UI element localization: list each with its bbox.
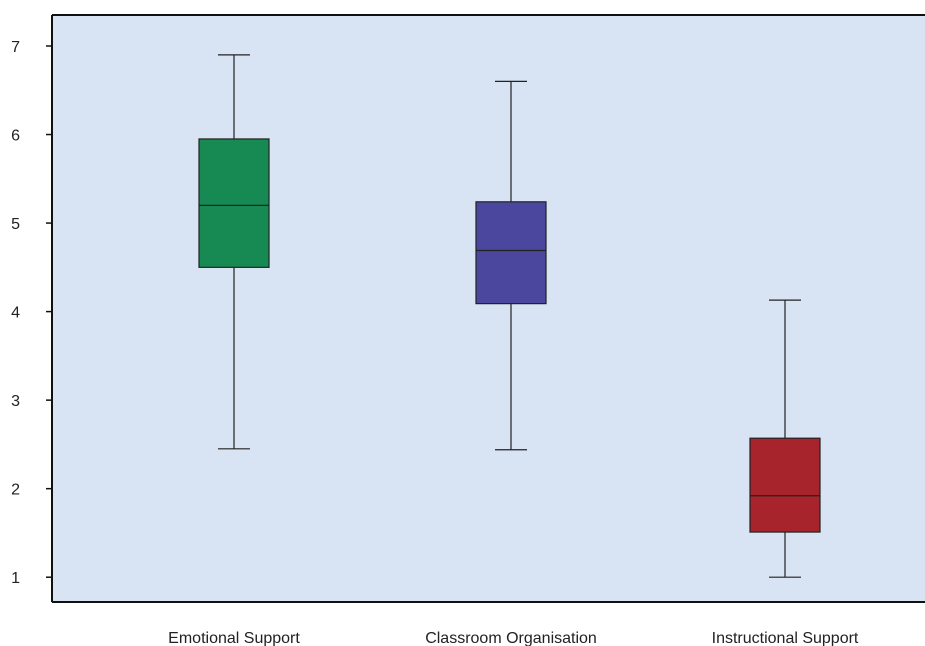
x-category-label: Emotional Support [168,630,300,646]
interquartile-box [475,201,547,305]
box-3 [749,299,821,578]
boxes [198,54,821,578]
x-category-label: Instructional Support [712,630,859,646]
interquartile-box [198,138,270,268]
y-tick-label: 5 [11,216,20,233]
y-tick-label: 1 [11,570,20,587]
y-tick-label: 3 [11,393,20,410]
y-tick-label: 2 [11,482,20,499]
interquartile-box [749,437,821,533]
y-tick-label: 4 [11,305,20,322]
box-1 [198,54,270,450]
x-category-label: Classroom Organisation [425,630,597,646]
y-axis: 1 2 3 4 5 6 7 [11,39,52,587]
x-axis: Emotional Support Classroom Organisation I… [168,630,859,646]
y-tick-label: 7 [11,39,20,56]
y-tick-label: 6 [11,128,20,145]
box-2 [475,80,547,451]
